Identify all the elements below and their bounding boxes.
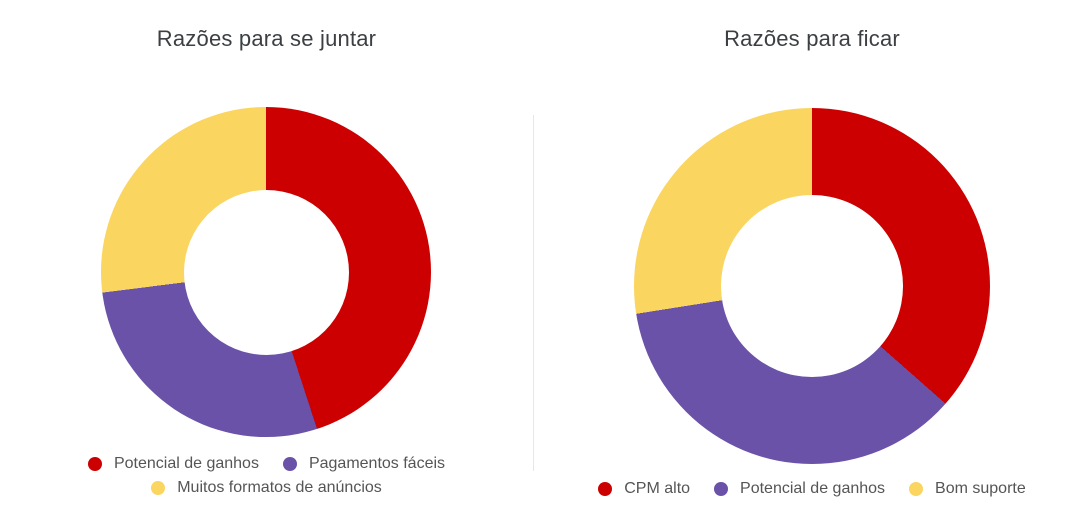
legend-dot-icon [87,457,102,471]
legend-dot-icon [598,482,613,496]
legend-label: Potencial de ganhos [113,455,259,472]
legend-dot-icon [714,482,729,496]
legend-label: Bom suporte [935,480,1026,497]
legend-dot-icon [151,481,166,495]
vertical-divider [533,115,534,471]
legend-row: Potencial de ganhos Pagamentos fáceis [87,453,446,475]
chart-legend: Potencial de ganhos Pagamentos fáceis Mu… [0,453,533,499]
chart-card-reasons-to-join: Razões para se juntar Potencial de ganho… [0,0,533,517]
chart-title: Razões para ficar [724,26,900,51]
donut-chart-reasons-to-join[interactable] [101,107,431,437]
legend-item: Pagamentos fáceis [282,455,446,473]
legend-label: CPM alto [624,480,691,497]
chart-title: Razões para se juntar [156,26,377,51]
legend-item: Bom suporte [909,480,1026,498]
donut-hole [721,195,903,377]
legend-label: Muitos formatos de anúncios [177,479,382,496]
legend-label: Pagamentos fáceis [308,455,446,472]
legend-row: CPM alto Potencial de ganhos Bom suporte [598,478,1026,500]
legend-item: CPM alto [598,480,690,498]
chart-legend: CPM alto Potencial de ganhos Bom suporte [533,478,1091,500]
donut-chart-reasons-to-stay[interactable] [634,108,990,464]
legend-dot-icon [282,457,297,471]
legend-item: Muitos formatos de anúncios [151,479,382,497]
legend-row: Muitos formatos de anúncios [151,477,382,499]
legend-label: Potencial de ganhos [740,480,886,497]
donut-hole [183,189,349,355]
legend-dot-icon [909,482,924,496]
legend-item: Potencial de ganhos [87,455,259,473]
chart-card-reasons-to-stay: Razões para ficar CPM alto Potencial de … [533,0,1091,517]
legend-item: Potencial de ganhos [714,480,885,498]
